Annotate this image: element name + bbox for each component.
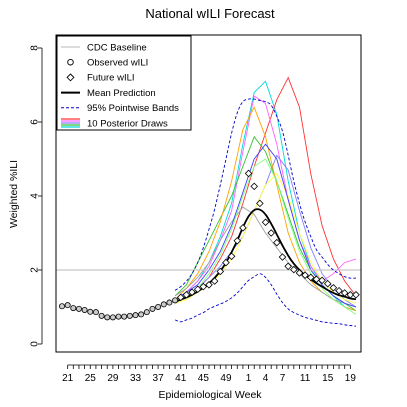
observed-point bbox=[98, 312, 105, 319]
x-tick-label: 33 bbox=[130, 373, 142, 384]
observed-point bbox=[109, 314, 116, 321]
observed-point bbox=[92, 309, 99, 316]
x-tick-label: 37 bbox=[153, 373, 165, 384]
x-axis-title: Epidemiological Week bbox=[158, 389, 262, 401]
future-point bbox=[301, 271, 309, 279]
observed-point bbox=[64, 302, 71, 309]
x-tick-label: 7 bbox=[280, 373, 286, 384]
future-point bbox=[312, 275, 321, 284]
wili-points bbox=[59, 169, 360, 321]
legend: CDC Baseline Observed wILI Future wILI Mean… bbox=[56, 35, 192, 131]
future-point bbox=[273, 238, 281, 247]
observed-point bbox=[104, 314, 111, 321]
legend-label: 95% Pointwise Bands bbox=[87, 103, 179, 114]
x-axis: 21 25 29 33 37 41 45 49 1 4 7 11 15 19 bbox=[62, 364, 357, 384]
posterior-draw-7 bbox=[174, 106, 357, 312]
future-point bbox=[227, 252, 236, 261]
observed-point bbox=[121, 313, 128, 320]
y-tick-label: 4 bbox=[30, 193, 41, 199]
y-tick-label: 0 bbox=[30, 341, 41, 347]
future-point bbox=[352, 291, 360, 299]
observed-point bbox=[87, 308, 94, 315]
future-point bbox=[335, 286, 343, 295]
legend-label: CDC Baseline bbox=[87, 42, 147, 53]
x-tick-label: 1 bbox=[246, 373, 252, 384]
observed-point bbox=[70, 305, 77, 312]
future-point bbox=[244, 169, 253, 178]
future-point bbox=[318, 276, 326, 285]
future-point bbox=[210, 277, 219, 285]
future-point bbox=[290, 265, 298, 274]
x-tick-label: 11 bbox=[300, 373, 311, 384]
y-axis-title: Weighted %ILI bbox=[8, 160, 20, 228]
observed-point bbox=[59, 303, 66, 310]
future-point bbox=[176, 293, 185, 302]
x-tick-label: 4 bbox=[263, 373, 269, 384]
future-point bbox=[267, 229, 275, 237]
observed-point bbox=[115, 313, 122, 320]
future-point bbox=[346, 291, 355, 299]
future-point bbox=[188, 288, 196, 296]
observed-point bbox=[172, 297, 179, 304]
x-tick-label: 49 bbox=[220, 373, 232, 384]
observed-point bbox=[160, 301, 167, 308]
legend-swatch-observed bbox=[67, 58, 74, 66]
future-point bbox=[233, 237, 242, 245]
observed-point bbox=[126, 312, 133, 319]
legend-label: Observed wILI bbox=[87, 58, 148, 69]
posterior-draws bbox=[174, 76, 357, 315]
posterior-draw-3 bbox=[174, 95, 357, 300]
future-point bbox=[261, 218, 270, 227]
observed-point bbox=[149, 305, 156, 312]
x-tick-label: 15 bbox=[322, 373, 334, 384]
future-point bbox=[323, 279, 332, 288]
future-point bbox=[182, 291, 191, 299]
y-tick-label: 2 bbox=[30, 267, 41, 273]
future-point bbox=[205, 281, 213, 289]
legend-swatch-future bbox=[66, 73, 75, 82]
future-point bbox=[239, 224, 247, 232]
observed-point bbox=[81, 306, 88, 313]
future-point bbox=[222, 258, 230, 267]
legend-label: 10 Posterior Draws bbox=[87, 118, 168, 129]
future-point bbox=[307, 273, 315, 282]
observed-point bbox=[75, 305, 82, 312]
observed-point bbox=[155, 303, 162, 310]
future-point bbox=[278, 253, 287, 261]
plot-frame bbox=[55, 34, 362, 353]
observed-point bbox=[138, 311, 145, 318]
future-point bbox=[329, 283, 338, 292]
x-tick-label: 29 bbox=[107, 373, 119, 384]
y-tick-label: 6 bbox=[30, 119, 41, 125]
observed-point bbox=[166, 299, 173, 306]
chart-title: National wILI Forecast bbox=[145, 6, 275, 21]
posterior-draw-9 bbox=[174, 158, 357, 315]
future-point bbox=[256, 199, 264, 208]
x-tick-label: 19 bbox=[345, 373, 357, 384]
future-point bbox=[284, 262, 292, 271]
observed-point bbox=[143, 309, 150, 316]
legend-label: Future wILI bbox=[87, 73, 135, 84]
x-tick-label: 45 bbox=[198, 373, 210, 384]
y-tick-label: 8 bbox=[30, 45, 41, 51]
posterior-draw-8 bbox=[174, 206, 357, 308]
band-upper-line bbox=[174, 98, 357, 291]
future-point bbox=[340, 289, 349, 297]
future-point bbox=[295, 269, 304, 277]
future-point bbox=[199, 282, 208, 291]
legend-label: Mean Prediction bbox=[87, 88, 156, 99]
x-tick-label: 25 bbox=[85, 373, 97, 384]
future-point bbox=[193, 285, 202, 294]
x-tick-label: 21 bbox=[62, 373, 74, 384]
pointwise-bands bbox=[174, 98, 357, 327]
future-point bbox=[216, 267, 225, 276]
band-lower-line bbox=[174, 273, 357, 327]
x-tick-label: 41 bbox=[175, 373, 187, 384]
legend-box bbox=[56, 35, 192, 131]
y-axis: 0 2 4 6 8 bbox=[30, 45, 43, 347]
observed-point bbox=[132, 312, 139, 319]
future-point bbox=[250, 182, 258, 191]
